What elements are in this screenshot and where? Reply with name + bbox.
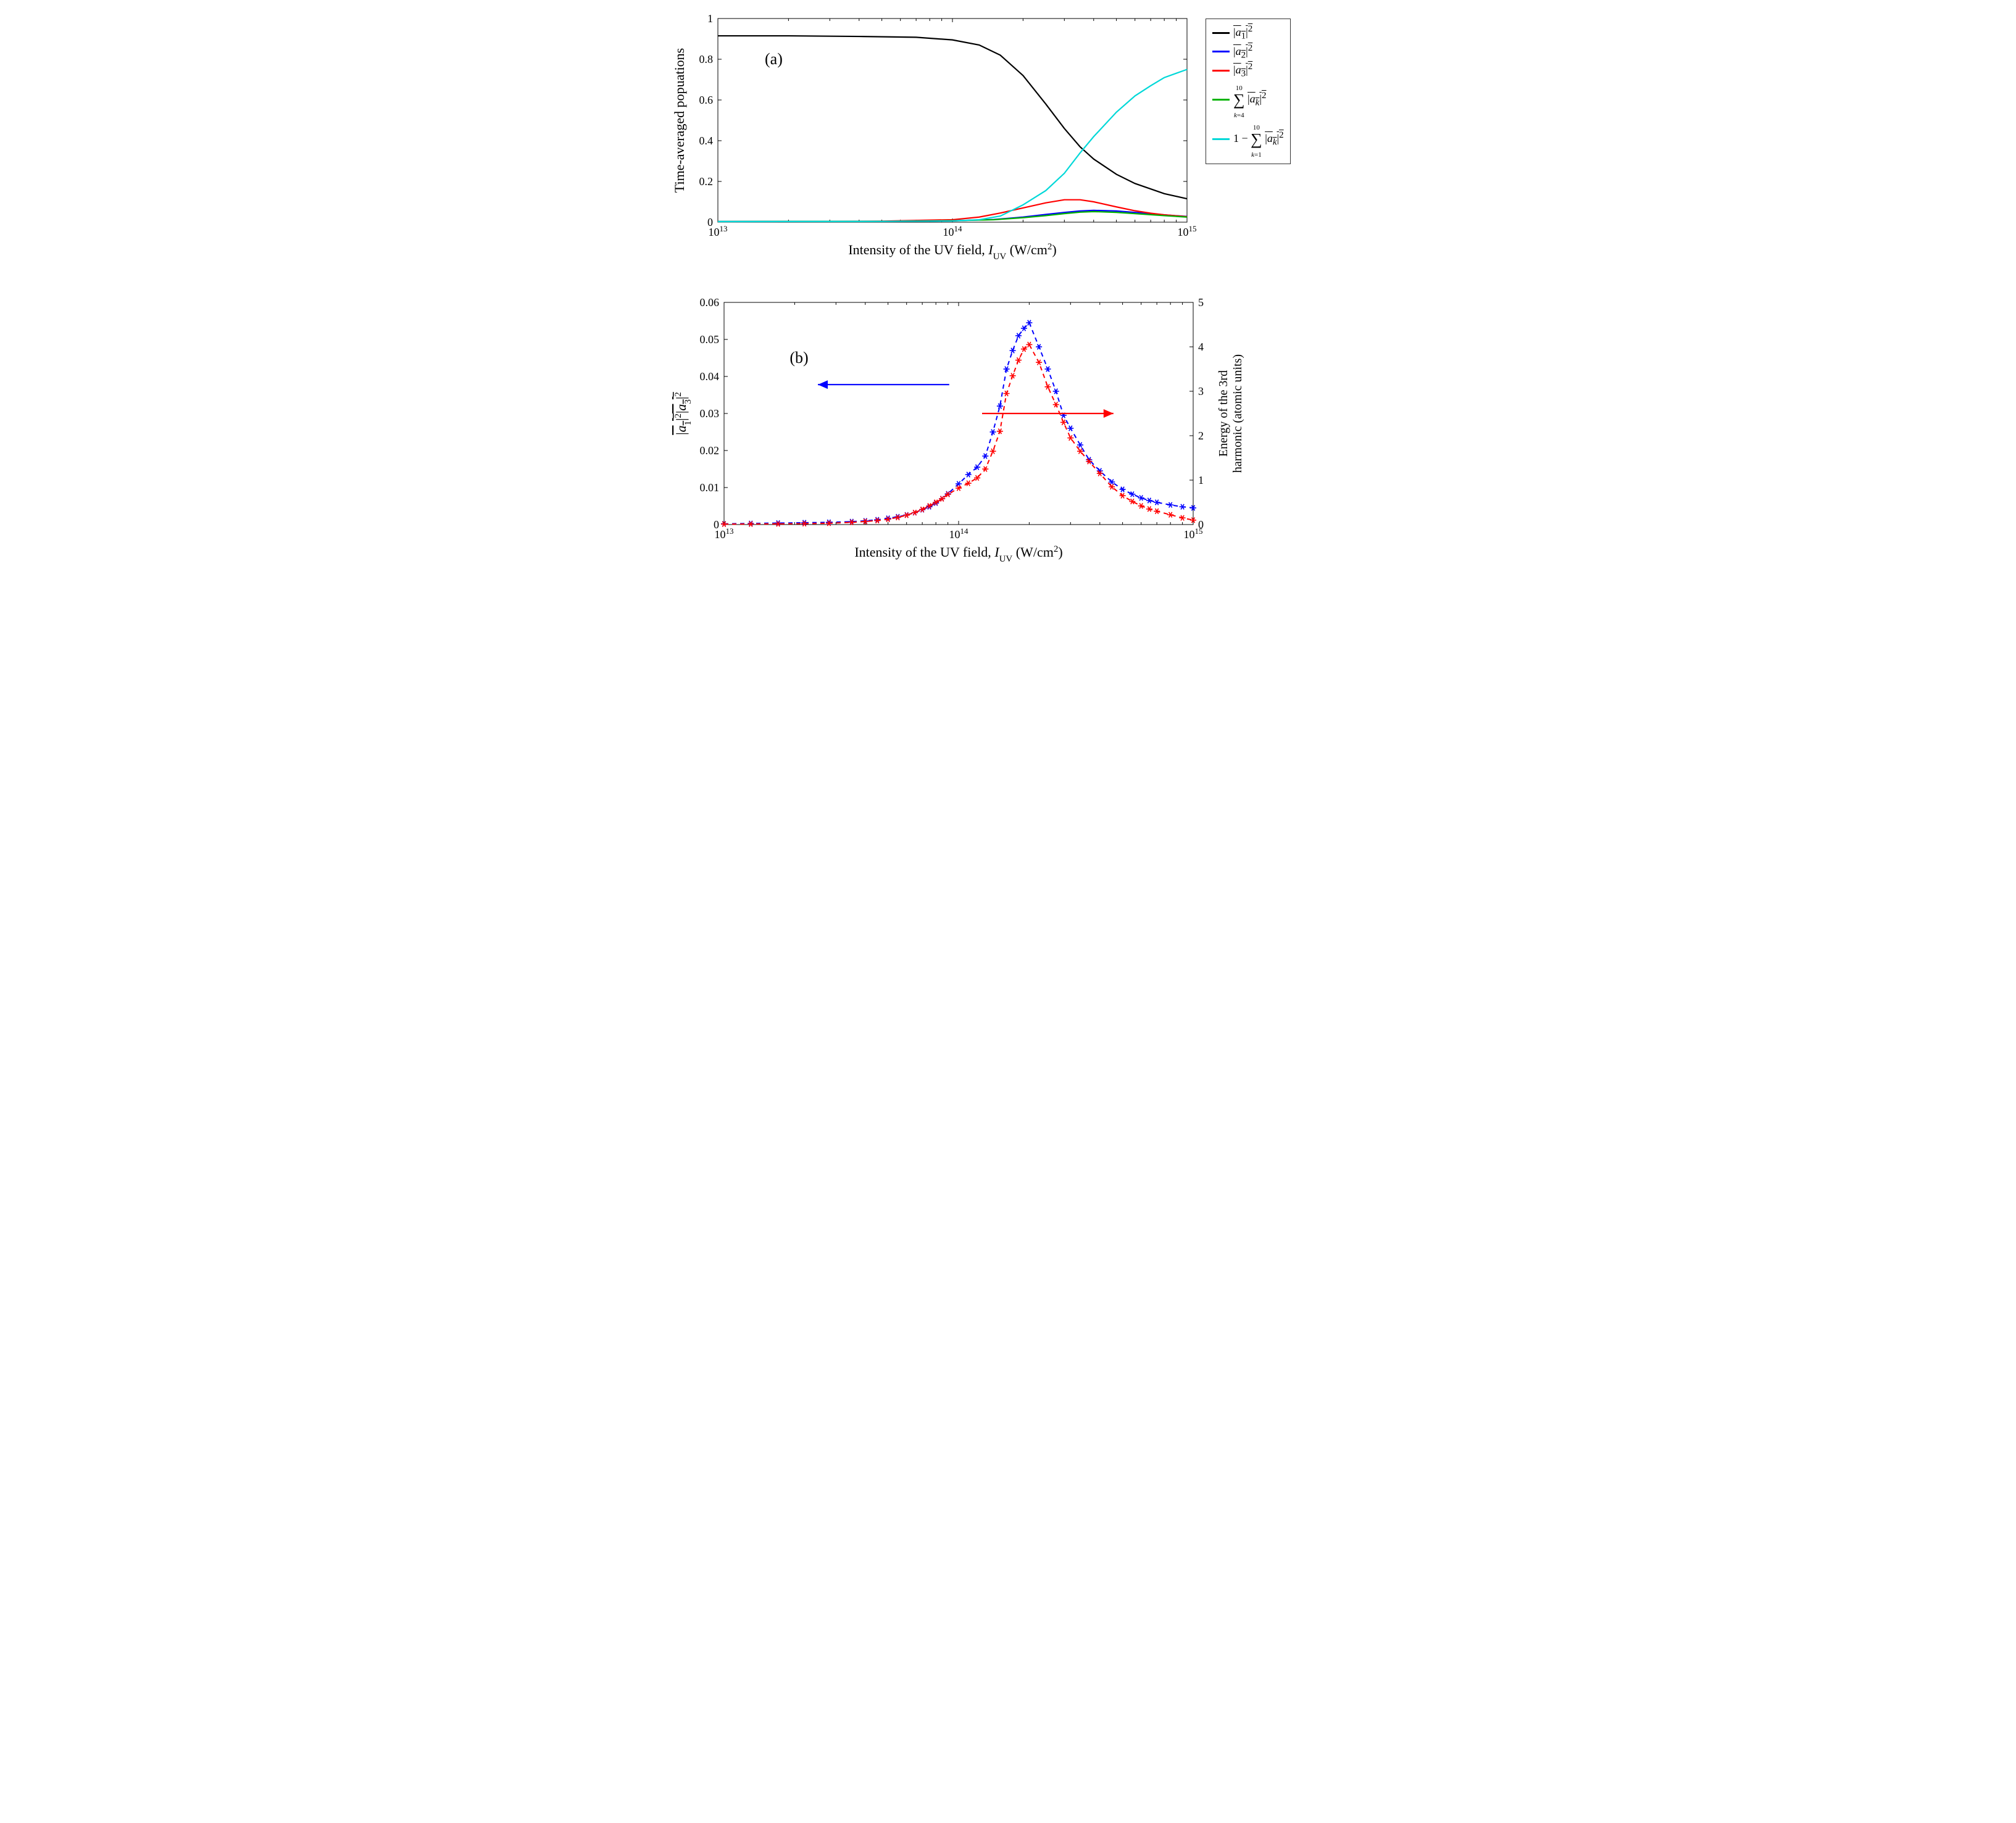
- svg-text:Intensity of the UV field, IUV: Intensity of the UV field, IUV (W/cm2): [848, 242, 1056, 262]
- svg-text:(a): (a): [765, 50, 783, 68]
- svg-text:0.4: 0.4: [699, 135, 714, 147]
- svg-text:0.06: 0.06: [700, 296, 720, 309]
- svg-text:harmonic (atomic units): harmonic (atomic units): [1231, 354, 1244, 473]
- svg-text:(b): (b): [789, 349, 808, 367]
- panel-b: 10131014101500.010.020.030.040.050.06012…: [669, 296, 1347, 568]
- svg-text:1015: 1015: [1178, 224, 1197, 239]
- figure-container: 10131014101500.20.40.60.81Intensity of t…: [669, 12, 1347, 568]
- legend-a: |a1|2|a2|2|a3|210∑k=4 |ak|21 − 10∑k=1 |a…: [1206, 19, 1291, 164]
- svg-text:Time-averaged popuations: Time-averaged popuations: [672, 48, 687, 193]
- svg-text:3: 3: [1198, 385, 1204, 397]
- svg-text:0: 0: [707, 216, 713, 228]
- legend-label: |a3|2: [1233, 62, 1252, 80]
- svg-text:0.8: 0.8: [699, 53, 714, 65]
- svg-text:|a1|2|a3|2: |a1|2|a3|2: [673, 392, 693, 435]
- legend-label: 10∑k=4 |ak|2: [1233, 81, 1266, 119]
- svg-text:0: 0: [1198, 518, 1204, 531]
- svg-text:0: 0: [714, 518, 719, 531]
- legend-label: 1 − 10∑k=1 |ak|2: [1233, 120, 1284, 159]
- panel-b-svg: 10131014101500.010.020.030.040.050.06012…: [669, 296, 1273, 568]
- legend-item-one_minus_sum: 1 − 10∑k=1 |ak|2: [1212, 120, 1284, 159]
- svg-text:5: 5: [1198, 296, 1204, 309]
- svg-text:1014: 1014: [943, 224, 963, 239]
- svg-text:Intensity of the UV field, IUV: Intensity of the UV field, IUV (W/cm2): [854, 544, 1062, 564]
- svg-text:0.04: 0.04: [700, 370, 720, 383]
- legend-item-sum_k4_10: 10∑k=4 |ak|2: [1212, 81, 1284, 119]
- svg-text:Energy of the 3rd: Energy of the 3rd: [1217, 370, 1230, 457]
- legend-item-a3: |a3|2: [1212, 62, 1284, 80]
- legend-item-a2: |a2|2: [1212, 43, 1284, 61]
- svg-text:1: 1: [707, 12, 713, 25]
- svg-text:0.02: 0.02: [700, 444, 720, 457]
- svg-text:0.6: 0.6: [699, 94, 714, 106]
- svg-text:1: 1: [1198, 474, 1204, 486]
- svg-text:4: 4: [1198, 341, 1204, 353]
- svg-text:0.2: 0.2: [699, 175, 714, 188]
- legend-label: |a2|2: [1233, 43, 1252, 61]
- svg-text:0.05: 0.05: [700, 333, 720, 346]
- svg-text:0.03: 0.03: [700, 407, 720, 420]
- legend-item-a1: |a1|2: [1212, 24, 1284, 42]
- panel-a: 10131014101500.20.40.60.81Intensity of t…: [669, 12, 1347, 272]
- svg-text:1014: 1014: [949, 526, 969, 541]
- legend-label: |a1|2: [1233, 24, 1252, 42]
- svg-text:2: 2: [1198, 430, 1204, 442]
- svg-text:0.01: 0.01: [700, 481, 720, 494]
